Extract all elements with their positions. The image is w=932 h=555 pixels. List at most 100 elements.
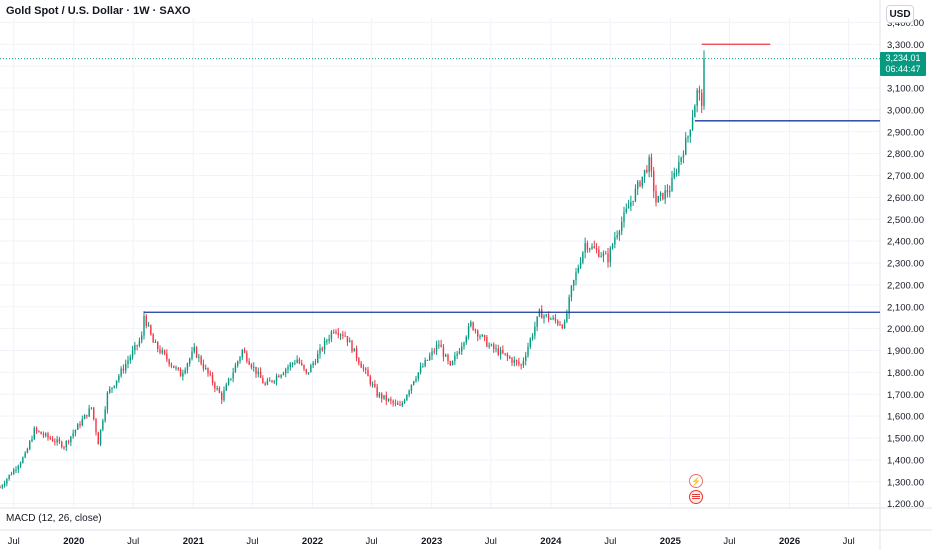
candle-down bbox=[271, 380, 273, 382]
x-tick-label: 2021 bbox=[183, 536, 205, 547]
candle-down bbox=[246, 352, 248, 362]
candle-up bbox=[419, 366, 422, 373]
candle-down bbox=[394, 403, 397, 405]
candle-up bbox=[467, 325, 470, 337]
candle-up bbox=[611, 244, 614, 249]
candle-up bbox=[205, 368, 207, 370]
candle-up bbox=[573, 280, 575, 286]
candle-up bbox=[584, 243, 586, 253]
x-tick-label: 2026 bbox=[779, 536, 800, 547]
y-tick-label: 1,800.00 bbox=[887, 368, 924, 379]
candle-down bbox=[262, 378, 264, 384]
candle-up bbox=[1, 485, 3, 488]
candle-up bbox=[237, 361, 239, 366]
candle-up bbox=[13, 469, 15, 475]
candle-up bbox=[488, 345, 490, 347]
candle-up bbox=[230, 378, 232, 380]
candle-up bbox=[680, 157, 682, 162]
candle-up bbox=[648, 157, 650, 173]
candle-up bbox=[131, 350, 134, 357]
candle-down bbox=[93, 407, 95, 420]
x-tick-label: Jul bbox=[843, 536, 855, 547]
candle-down bbox=[0, 487, 1, 489]
candle-up bbox=[191, 351, 193, 359]
candle-down bbox=[211, 374, 214, 383]
y-tick-label: 1,700.00 bbox=[887, 390, 924, 401]
candle-up bbox=[186, 363, 189, 370]
candle-up bbox=[623, 212, 625, 222]
candle-down bbox=[650, 157, 653, 172]
candle-up bbox=[431, 351, 433, 356]
candle-up bbox=[8, 474, 10, 480]
candle-up bbox=[408, 390, 410, 395]
candle-down bbox=[47, 433, 49, 438]
candle-up bbox=[184, 369, 186, 374]
lightning-event-icon[interactable]: ⚡ bbox=[689, 474, 703, 488]
currency-button[interactable]: USD bbox=[886, 5, 914, 23]
candle-up bbox=[657, 195, 659, 203]
x-tick-label: Jul bbox=[246, 536, 258, 547]
candle-up bbox=[383, 395, 385, 399]
candle-up bbox=[675, 172, 678, 174]
candle-down bbox=[504, 353, 506, 355]
candle-down bbox=[376, 386, 378, 397]
candle-up bbox=[479, 336, 481, 338]
candle-up bbox=[294, 362, 296, 364]
macd-indicator-label[interactable]: MACD (12, 26, close) bbox=[6, 513, 102, 524]
candle-down bbox=[97, 432, 99, 445]
candle-up bbox=[637, 181, 639, 189]
candle-up bbox=[691, 117, 694, 130]
candle-down bbox=[472, 322, 474, 330]
candle-down bbox=[442, 347, 445, 357]
candle-up bbox=[349, 340, 351, 343]
candle-up bbox=[625, 208, 627, 213]
candle-down bbox=[209, 373, 211, 375]
x-tick-label: Jul bbox=[8, 536, 20, 547]
candle-up bbox=[600, 256, 602, 258]
candle-up bbox=[328, 338, 330, 341]
candle-down bbox=[51, 438, 54, 442]
candle-down bbox=[493, 344, 495, 349]
y-tick-label: 2,200.00 bbox=[887, 280, 924, 291]
candle-down bbox=[392, 400, 394, 404]
candle-up bbox=[673, 172, 675, 178]
candle-up bbox=[253, 366, 255, 368]
candle-down bbox=[449, 361, 451, 365]
us-flag-event-icon[interactable] bbox=[689, 490, 703, 504]
x-tick-label: Jul bbox=[127, 536, 139, 547]
candle-up bbox=[339, 334, 342, 336]
candle-up bbox=[490, 344, 493, 346]
candle-up bbox=[280, 374, 282, 378]
candle-down bbox=[381, 393, 383, 399]
candle-down bbox=[355, 348, 358, 359]
candle-down bbox=[195, 347, 198, 358]
candle-down bbox=[303, 364, 305, 370]
candle-down bbox=[557, 320, 559, 325]
candle-up bbox=[70, 436, 72, 443]
candle-up bbox=[77, 424, 79, 430]
candle-up bbox=[634, 188, 637, 201]
candle-down bbox=[397, 403, 399, 405]
candle-down bbox=[305, 369, 307, 373]
candle-down bbox=[515, 360, 518, 362]
candle-up bbox=[579, 262, 582, 268]
candle-up bbox=[24, 452, 26, 458]
candle-up bbox=[410, 384, 413, 391]
candle-down bbox=[351, 340, 353, 352]
candle-down bbox=[179, 369, 182, 377]
candle-down bbox=[177, 367, 179, 370]
last-price-value: 3,234.01 bbox=[885, 52, 921, 63]
x-tick-label: Jul bbox=[366, 536, 378, 547]
candle-up bbox=[630, 201, 632, 207]
candle-down bbox=[369, 376, 371, 385]
candle-up bbox=[19, 462, 22, 467]
candle-up bbox=[403, 400, 406, 403]
y-tick-label: 3,000.00 bbox=[887, 105, 924, 116]
candle-up bbox=[458, 351, 461, 354]
candle-up bbox=[22, 457, 24, 463]
candle-down bbox=[360, 363, 362, 368]
candle-up bbox=[568, 297, 570, 314]
candle-up bbox=[6, 479, 8, 484]
